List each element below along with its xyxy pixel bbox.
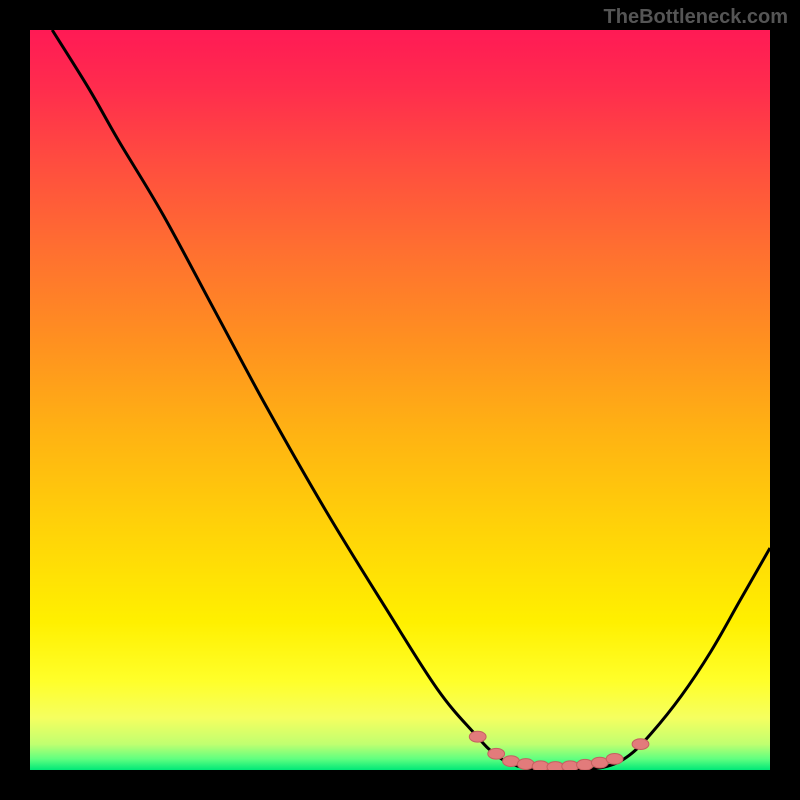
- marker-point: [577, 759, 594, 770]
- marker-point: [632, 739, 649, 750]
- optimal-markers: [30, 30, 770, 770]
- marker-point: [517, 759, 534, 770]
- marker-point: [562, 761, 579, 770]
- plot-area: [30, 30, 770, 770]
- marker-point: [532, 761, 549, 770]
- marker-point: [503, 756, 520, 767]
- marker-point: [488, 748, 505, 759]
- marker-point: [606, 754, 623, 765]
- marker-point: [591, 757, 608, 768]
- watermark-text: TheBottleneck.com: [604, 6, 788, 29]
- marker-point: [469, 731, 486, 742]
- marker-point: [547, 762, 564, 770]
